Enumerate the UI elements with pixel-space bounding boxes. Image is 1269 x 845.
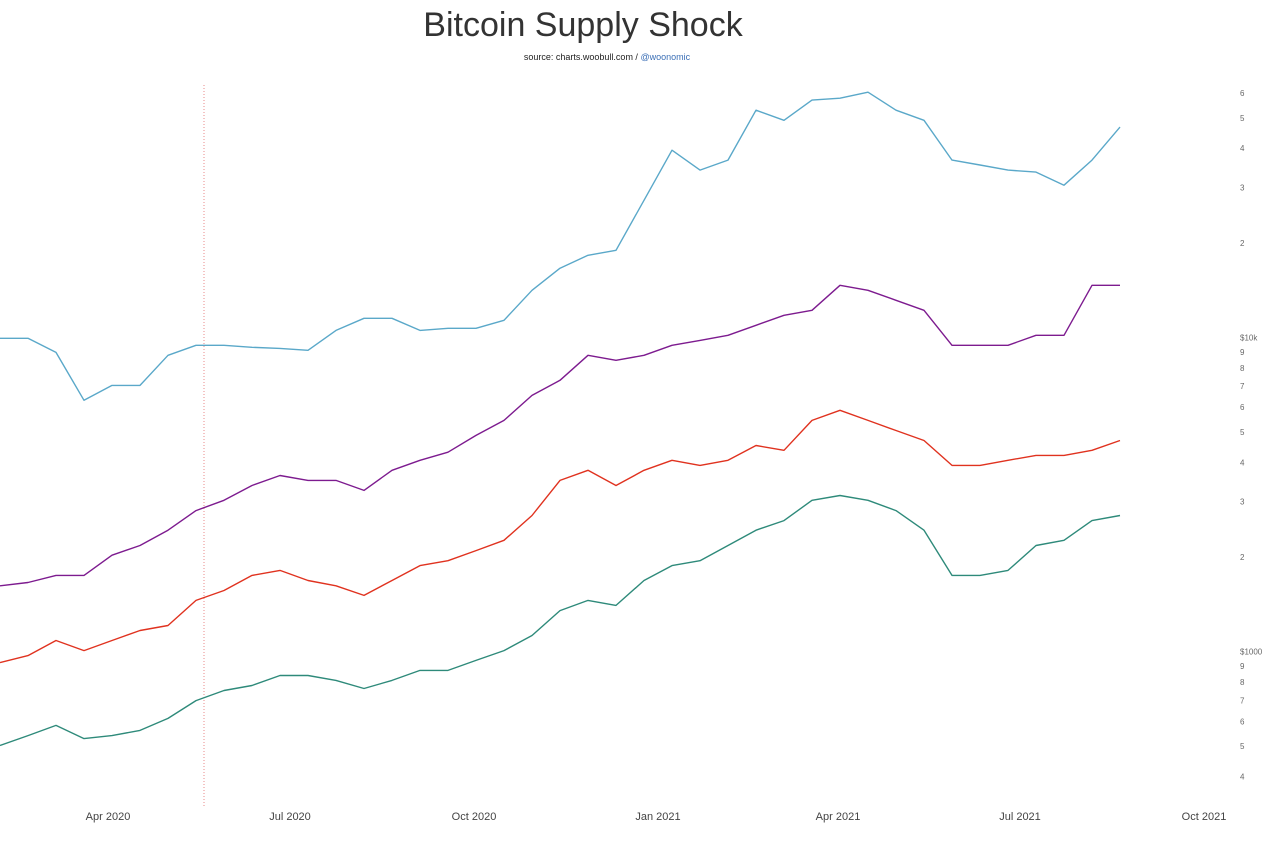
y-tick-label: 9	[1240, 348, 1245, 357]
y-tick-label: 6	[1240, 717, 1245, 726]
x-tick-label: Apr 2021	[816, 811, 861, 823]
series-line	[0, 284, 1120, 587]
y-tick-label: 6	[1240, 89, 1245, 98]
y-tick-label: 2	[1240, 239, 1245, 248]
y-tick-label: 3	[1240, 498, 1245, 507]
y-tick-label: 3	[1240, 184, 1245, 193]
y-tick-label: 4	[1240, 458, 1245, 467]
x-tick-label: Oct 2021	[1182, 811, 1227, 823]
subtitle-handle[interactable]: @woonomic	[640, 52, 690, 62]
chart-subtitle: source: charts.woobull.com / @woonomic	[524, 52, 691, 62]
y-tick-label: 9	[1240, 662, 1245, 671]
x-tick-label: Jan 2021	[635, 811, 680, 823]
y-tick-label: $10k	[1240, 333, 1258, 342]
chart-title: Bitcoin Supply Shock	[423, 6, 743, 44]
series-line	[0, 91, 1121, 401]
y-tick-label: 5	[1240, 428, 1245, 437]
y-tick-label: 8	[1240, 678, 1245, 687]
y-tick-label: 2	[1240, 553, 1245, 562]
x-tick-label: Jul 2020	[269, 811, 311, 823]
y-tick-label: 8	[1240, 364, 1245, 373]
subtitle-source: source: charts.woobull.com /	[524, 52, 639, 62]
y-tick-label: 4	[1240, 773, 1245, 782]
y-tick-label: 5	[1240, 114, 1245, 123]
y-tick-label: 6	[1240, 403, 1245, 412]
y-tick-label: 7	[1240, 382, 1245, 391]
x-tick-label: Oct 2020	[452, 811, 497, 823]
y-tick-label: 7	[1240, 696, 1245, 705]
x-tick-label: Jul 2021	[999, 811, 1041, 823]
x-tick-label: Apr 2020	[86, 811, 131, 823]
y-tick-label: 5	[1240, 742, 1245, 751]
series-line	[0, 494, 1121, 747]
y-tick-label: $1000	[1240, 648, 1263, 657]
series-line	[0, 409, 1121, 664]
y-tick-label: 4	[1240, 144, 1245, 153]
